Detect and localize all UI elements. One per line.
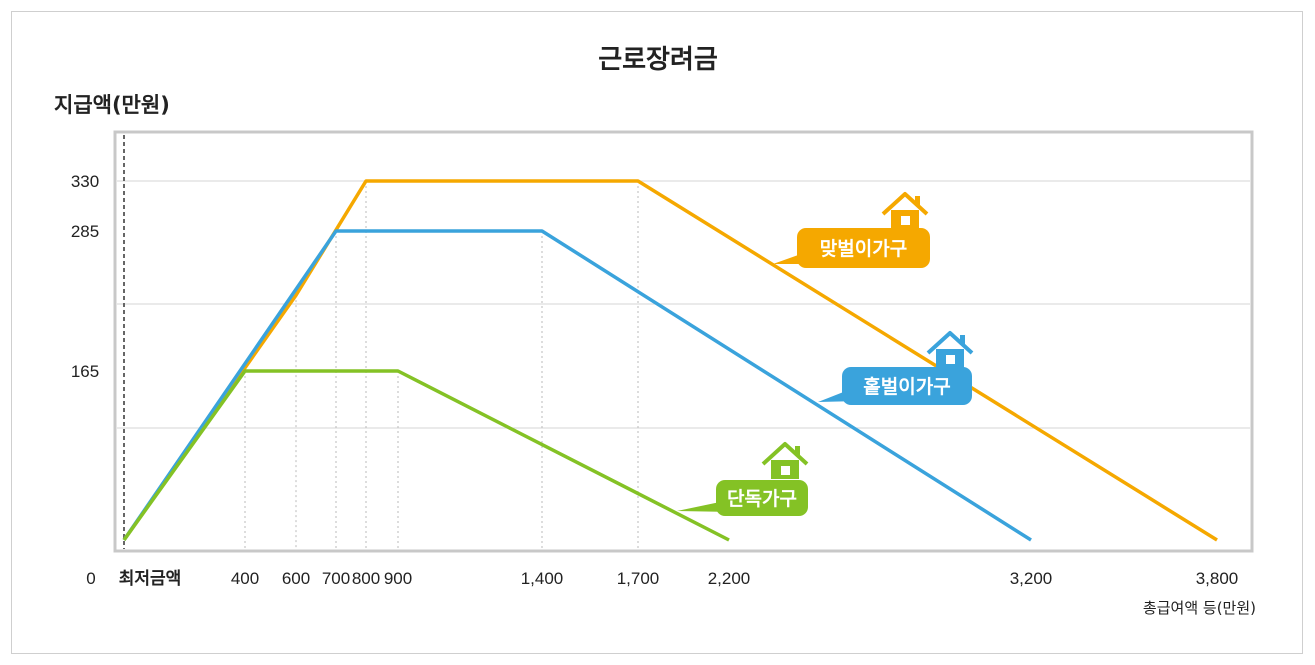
house-icon <box>881 192 929 229</box>
y-tick-label: 330 <box>71 172 99 191</box>
house-icon <box>761 442 809 479</box>
chart-title: 근로장려금 <box>598 45 718 75</box>
grid-lines <box>117 180 1250 429</box>
legend-label: 단독가구 <box>727 488 797 510</box>
x-tick-label: 600 <box>282 569 310 588</box>
x-tick-label: 700 <box>322 569 350 588</box>
x-tick-label: 2,200 <box>708 569 751 588</box>
tick-labels: 0 최저금액 400 600 700 800 900 1,400 1,700 2,200 3,200… <box>71 172 1238 589</box>
legend-item-0: 맞벌이가구 <box>773 192 930 268</box>
x-tick-label: 3,200 <box>1010 569 1053 588</box>
x-axis-label: 총급여액 등(만원) <box>1143 599 1256 617</box>
x-tick-label: 1,700 <box>617 569 660 588</box>
y-tick-label: 285 <box>71 222 99 241</box>
y-tick-label: 165 <box>71 362 99 381</box>
series-line-0 <box>122 179 1218 542</box>
plot-area <box>113 130 1254 553</box>
y-axis-label: 지급액(만원) <box>54 93 170 117</box>
x-tick-label: 3,800 <box>1196 569 1239 588</box>
x-tick-label: 400 <box>231 569 259 588</box>
legend-box <box>797 228 930 268</box>
x-tick-label: 900 <box>384 569 412 588</box>
legend-box <box>716 480 808 516</box>
legend-item-2: 단독가구 <box>677 442 809 516</box>
x-tick-label: 1,400 <box>521 569 564 588</box>
legend-item-1: 홑벌이가구 <box>818 331 974 405</box>
x-tick-label: 최저금액 <box>119 569 182 589</box>
chart-frame: 근로장려금 지급액(만원) 총급여액 등(만원) 0 최저금액 400 600 700 8… <box>11 11 1303 654</box>
vertical-guides <box>123 135 639 549</box>
chart-canvas: 근로장려금 지급액(만원) 총급여액 등(만원) 0 최저금액 400 600 700 8… <box>54 45 1256 617</box>
series-line-1 <box>122 229 1032 542</box>
x-tick-label: 800 <box>352 569 380 588</box>
legend-label: 홑벌이가구 <box>863 375 950 398</box>
legend-label: 맞벌이가구 <box>820 238 907 260</box>
series-lines <box>122 179 1218 542</box>
series-line-2 <box>122 369 730 542</box>
x-tick-label: 0 <box>86 569 95 588</box>
house-icon <box>926 331 974 368</box>
legend-box <box>842 367 972 405</box>
